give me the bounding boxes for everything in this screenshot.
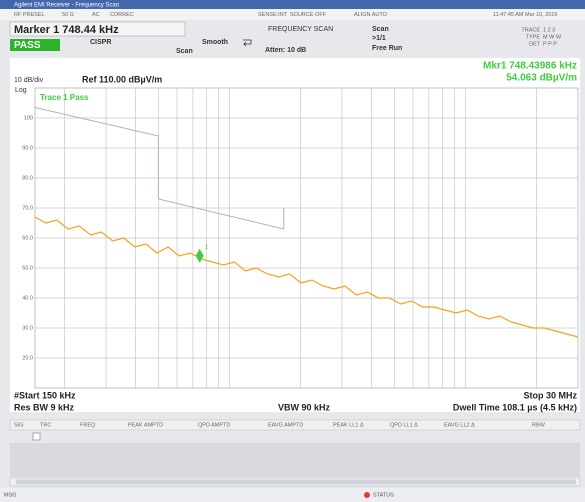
column-header: QPD AMPTD	[198, 422, 230, 428]
title-bar	[0, 0, 585, 9]
y-tick-label: 30.0	[22, 325, 33, 331]
trace-key: DET	[529, 41, 541, 47]
trace-val: M W W	[543, 34, 562, 40]
table-body	[10, 443, 580, 477]
y-tick-label: 60.0	[22, 235, 33, 241]
status[interactable]: STATUS	[373, 492, 394, 498]
trace-key: TRACE	[521, 27, 540, 33]
y-tick-label: 20.0	[22, 355, 33, 361]
smooth: Smooth	[202, 39, 228, 46]
mode: CISPR	[90, 39, 111, 46]
y-tick-label: 100	[24, 115, 33, 121]
trace-val: P P P	[543, 41, 557, 47]
scan-label: Scan	[176, 48, 193, 55]
log-label: Log	[15, 87, 27, 94]
marker	[195, 248, 204, 263]
scan-type: FREQUENCY SCAN	[268, 26, 333, 33]
y-tick-label: 50.0	[22, 265, 33, 271]
scan: Scan	[372, 26, 389, 33]
table-columns: SIG TRC FREQ PEAK AMPTD QPD AMPTD EAVG AMPTD P…	[14, 422, 546, 428]
checkbox[interactable]	[32, 432, 41, 441]
msg: MSG	[4, 492, 17, 498]
stop-freq: Stop 30 MHz	[523, 390, 577, 400]
status-field: AC	[92, 12, 100, 18]
marker-box[interactable]	[9, 21, 186, 37]
y-tick-label: 40.0	[22, 295, 33, 301]
trace-key: TYPE	[526, 34, 541, 40]
status-field: 11:47:45 AM Mar 10, 2016	[493, 12, 557, 18]
trace-status: Trace 1 Pass	[40, 93, 89, 102]
mkr-amp: 54.063 dBµV/m	[506, 73, 577, 84]
column-header: SIG	[14, 422, 23, 428]
column-header: EAVG AMPTD	[268, 422, 303, 428]
smooth-icon[interactable]	[243, 39, 252, 47]
status-icon[interactable]	[364, 492, 370, 498]
pass-box	[10, 39, 60, 51]
window-title: Agilent EMI Receiver - Frequency Scan	[14, 3, 119, 9]
column-header: FREQ	[80, 422, 96, 428]
status-row	[0, 9, 585, 20]
column-header: QPD LL1 Δ	[390, 422, 418, 428]
column-header: EAVG LL2 Δ	[444, 422, 475, 428]
table-header	[9, 419, 581, 431]
pass-text: PASS	[14, 40, 41, 51]
status-field: CORREC	[110, 12, 134, 18]
statusbar	[0, 488, 585, 502]
marker-text: Marker 1 748.44 kHz	[14, 24, 119, 36]
status-field: RF PRESEL	[14, 12, 45, 18]
trace-val: 1 2 3	[543, 27, 555, 33]
start-freq: #Start 150 kHz	[14, 390, 76, 400]
column-header: TRC	[40, 422, 51, 428]
scan-count: >1/1	[372, 35, 386, 42]
mkr-freq: Mkr1 748.43986 kHz	[483, 61, 577, 72]
scroll-thumb[interactable]	[16, 479, 576, 485]
dwell: Dwell Time 108.1 µs (4.5 kHz)	[453, 402, 577, 412]
column-header: PEAK LL1 Δ	[333, 422, 364, 428]
status-field: ALIGN AUTO	[354, 12, 388, 18]
plot: 1	[34, 88, 579, 388]
marker-number: 1	[205, 244, 209, 250]
status-field: 50 Ω	[62, 12, 74, 18]
column-header: RBW	[532, 422, 546, 428]
vbw: VBW 90 kHz	[278, 402, 331, 412]
y-tick-label: 90.0	[22, 145, 33, 151]
y-tick-label: 80.0	[22, 175, 33, 181]
status-field: SOURCE OFF	[290, 12, 327, 18]
atten: Atten: 10 dB	[265, 47, 306, 54]
limit-line	[34, 107, 285, 230]
column-header: PEAK AMPTD	[128, 422, 163, 428]
rbw: Res BW 9 kHz	[14, 402, 75, 412]
y-tick-label: 70.0	[22, 205, 33, 211]
trace	[34, 216, 579, 338]
status-field: SENSE:INT	[258, 12, 288, 18]
scale: 10 dB/div	[14, 77, 44, 84]
ref-level: Ref 110.00 dBµV/m	[82, 74, 162, 84]
run-mode: Free Run	[372, 45, 402, 52]
